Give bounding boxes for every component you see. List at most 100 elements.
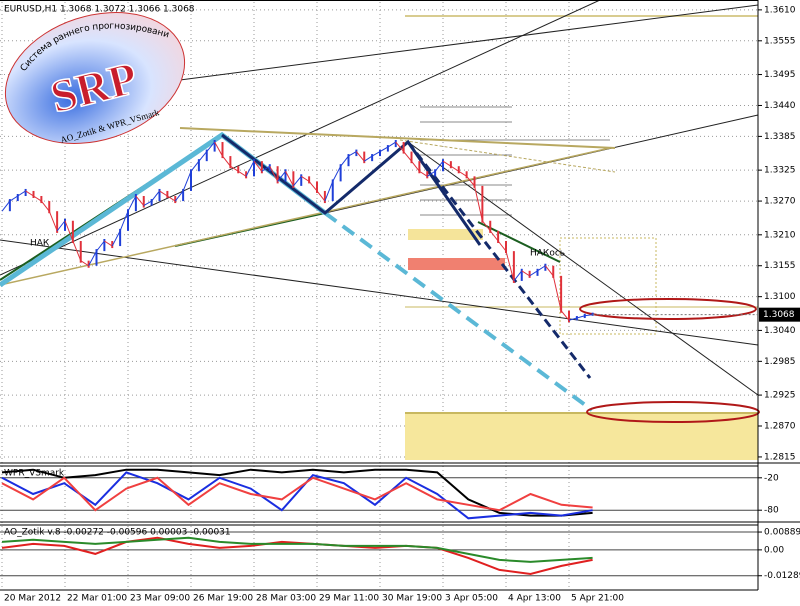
price-wick xyxy=(182,171,192,192)
price-wick xyxy=(167,195,176,202)
price-wick xyxy=(17,190,26,197)
price-wick xyxy=(9,195,19,202)
price-wick xyxy=(434,160,444,172)
y-tick-label: 1.2815 xyxy=(764,452,796,462)
box xyxy=(559,237,657,335)
price-wick xyxy=(576,315,585,319)
price-wick xyxy=(544,265,554,277)
price-wick xyxy=(355,151,365,162)
y-tick-label: 1.3270 xyxy=(764,197,796,207)
x-tick-label: 23 Mar 09:00 xyxy=(130,594,190,604)
chart-title: EURUSD,H1 1.3068 1.3072 1.3066 1.3068 xyxy=(4,5,195,15)
price-wick xyxy=(33,195,42,202)
price-wick xyxy=(489,230,499,242)
price-wick xyxy=(505,250,515,282)
price-wick xyxy=(442,160,452,167)
price-wick xyxy=(214,141,223,157)
y-tick-label: 1.3155 xyxy=(764,261,796,271)
price-wick xyxy=(560,310,570,321)
price-wick xyxy=(119,211,129,232)
price-wick xyxy=(80,260,89,267)
y-tick-label: -20 xyxy=(764,473,779,483)
price-wick xyxy=(111,230,121,247)
price-wick xyxy=(135,195,145,206)
y-tick-label: 1.2870 xyxy=(764,422,796,432)
last-price-box xyxy=(759,307,800,322)
zone xyxy=(408,229,483,240)
price-wick xyxy=(529,270,538,277)
y-tick-label: 1.3610 xyxy=(764,5,796,15)
data xyxy=(1,140,594,576)
x-tick-label: 29 Mar 11:00 xyxy=(319,594,379,604)
y-tick-label: 1.3555 xyxy=(764,36,796,46)
price-wick xyxy=(56,220,66,232)
zone xyxy=(405,413,758,460)
price-wick xyxy=(552,275,562,311)
y-tick-label: 1.3495 xyxy=(764,70,796,80)
indicator-line xyxy=(1,536,593,563)
logo-badge xyxy=(4,12,186,144)
price-wick xyxy=(395,141,405,152)
price-wick xyxy=(537,265,546,272)
price-wick xyxy=(269,165,279,182)
price-wick xyxy=(206,141,216,152)
level xyxy=(405,15,758,17)
price-wick xyxy=(340,155,349,167)
price-wick xyxy=(151,190,160,202)
price-wick xyxy=(285,171,294,187)
x-tick-label: 28 Mar 03:00 xyxy=(256,594,316,604)
annotation: НАК xyxy=(30,239,50,249)
price-wick xyxy=(411,160,420,172)
y-tick-label: -80 xyxy=(764,506,779,516)
zone-edge xyxy=(405,412,758,414)
last-price-label: 1.3068 xyxy=(763,310,795,320)
price-wick xyxy=(88,250,97,266)
price-wick xyxy=(458,170,467,177)
price-wick xyxy=(521,270,530,277)
panel-title: WPR_VSmark xyxy=(4,469,65,479)
price-wick xyxy=(497,240,507,252)
x-tick-label: 22 Mar 01:00 xyxy=(67,594,127,604)
price-wick xyxy=(379,146,389,153)
indicator-line xyxy=(1,476,593,512)
y-tick-label: 1.2985 xyxy=(764,357,796,367)
price-wick xyxy=(450,165,460,172)
price-wick xyxy=(371,151,381,157)
y-tick-label: 1.3040 xyxy=(764,326,796,336)
y-tick-label: 0.00889 xyxy=(764,528,800,538)
y-tick-label: 0.00 xyxy=(764,545,784,555)
price-wick xyxy=(190,160,200,172)
annotation: НАКось xyxy=(530,249,565,259)
x-tick-label: 4 Apr 13:00 xyxy=(508,594,561,604)
price-wick xyxy=(222,155,231,167)
price-wick xyxy=(1,200,11,212)
price-wick xyxy=(348,151,357,157)
panel-title: AO_Zotik v.8 -0.00272 -0.00596 0.00003 -… xyxy=(4,528,231,538)
price-wick xyxy=(324,181,334,202)
y-tick-label: 1.2925 xyxy=(764,391,796,401)
price-wick xyxy=(466,176,475,187)
price-wick xyxy=(277,170,286,182)
price-wick xyxy=(474,185,483,221)
price-wick xyxy=(292,176,302,187)
price-wick xyxy=(419,170,428,177)
y-tick-label: 1.3385 xyxy=(764,132,796,142)
indicator-line xyxy=(1,471,593,520)
grid xyxy=(0,2,758,589)
price-wick xyxy=(481,220,491,232)
x-tick-label: 5 Apr 21:00 xyxy=(571,594,624,604)
price-wick xyxy=(40,200,50,212)
y-tick-label: 1.3325 xyxy=(764,166,796,176)
x-tick-label: 30 Mar 19:00 xyxy=(382,594,442,604)
price-wick xyxy=(48,211,58,232)
price-wick xyxy=(230,165,239,172)
price-wick xyxy=(104,240,113,247)
price-wick xyxy=(159,190,168,197)
price-wick xyxy=(72,240,82,261)
price-wick xyxy=(127,195,137,212)
price-wick xyxy=(403,151,412,162)
indicator-line xyxy=(1,468,593,517)
price-wick xyxy=(332,165,342,182)
price-wick xyxy=(174,190,184,202)
